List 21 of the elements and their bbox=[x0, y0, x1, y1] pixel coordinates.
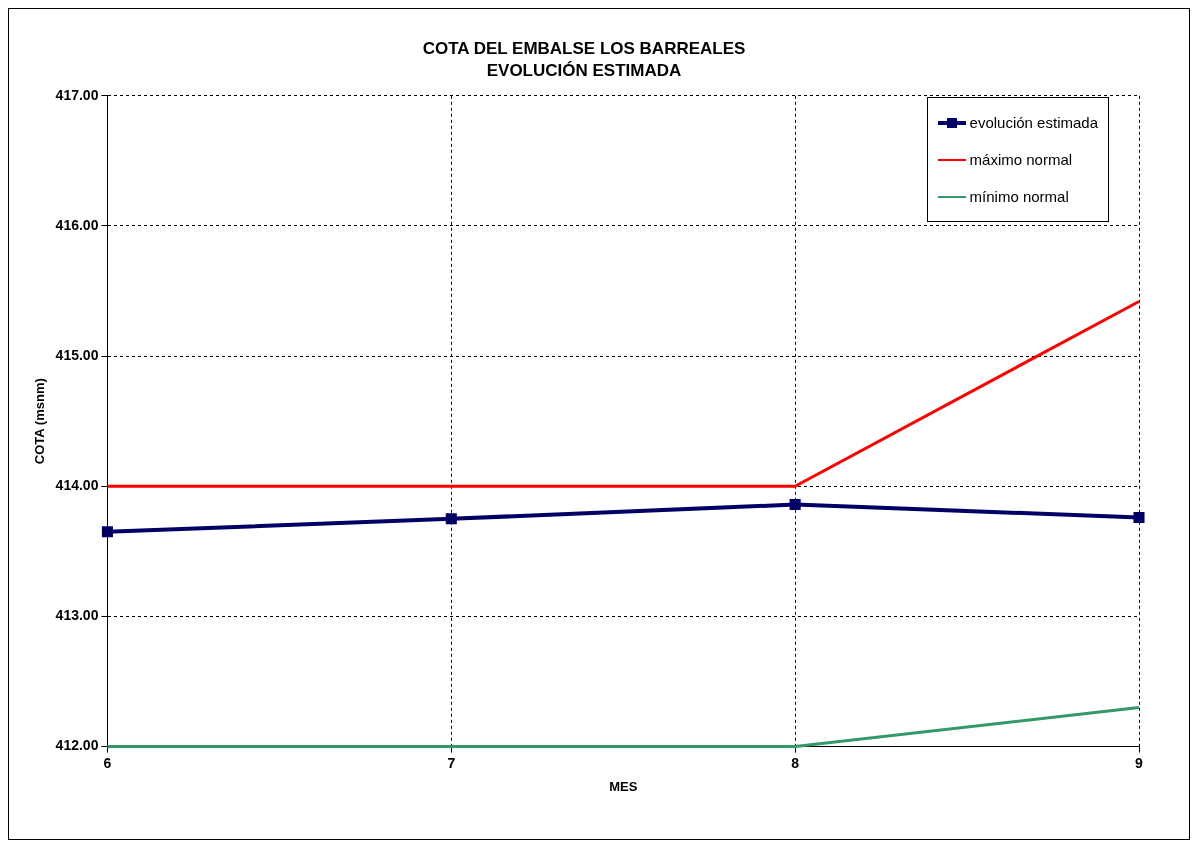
y-axis-title: COTA (msnm) bbox=[32, 378, 48, 465]
point bbox=[101, 526, 113, 538]
chart-title: COTA DEL EMBALSE LOS BARREALES bbox=[422, 38, 746, 58]
y-tick-label: 417.00 bbox=[55, 86, 99, 103]
x-tick-label: 7 bbox=[447, 754, 456, 771]
x-tick-label: 9 bbox=[1135, 754, 1144, 771]
point bbox=[445, 513, 457, 525]
legend-label: máximo normal bbox=[969, 151, 1073, 168]
y-tick-label: 416.00 bbox=[55, 216, 99, 233]
chart-subtitle: EVOLUCIÓN ESTIMADA bbox=[486, 61, 682, 81]
legend-label: evolución estimada bbox=[969, 114, 1098, 131]
y-tick-label: 413.00 bbox=[55, 607, 99, 624]
point bbox=[1133, 511, 1145, 524]
y-tick-label: 415.00 bbox=[55, 346, 99, 363]
legend-label: mínimo normal bbox=[969, 188, 1069, 205]
x-tick-label: 6 bbox=[103, 754, 112, 771]
y-tick-label: 412.00 bbox=[55, 737, 99, 754]
x-tick-label: 8 bbox=[791, 754, 800, 771]
x-axis-title: MES bbox=[609, 778, 638, 794]
point bbox=[789, 498, 801, 511]
y-tick-label: 414.00 bbox=[55, 477, 99, 494]
